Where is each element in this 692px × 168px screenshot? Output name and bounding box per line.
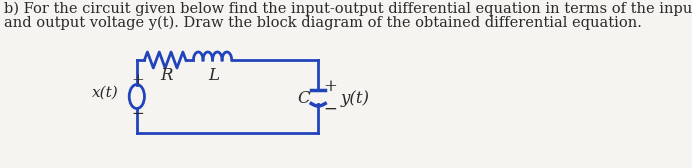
Text: y(t): y(t) — [341, 90, 370, 107]
Text: +: + — [131, 73, 144, 87]
Text: +: + — [323, 78, 337, 95]
Text: b) For the circuit given below find the input-output differential equation in te: b) For the circuit given below find the … — [4, 2, 692, 16]
Text: L: L — [208, 67, 219, 83]
Text: −: − — [131, 107, 144, 120]
Text: and output voltage y(t). Draw the block diagram of the obtained differential equ: and output voltage y(t). Draw the block … — [4, 16, 641, 30]
Text: C: C — [297, 90, 310, 107]
Text: −: − — [323, 101, 337, 118]
Text: R: R — [160, 67, 173, 83]
Text: x(t): x(t) — [91, 86, 118, 99]
